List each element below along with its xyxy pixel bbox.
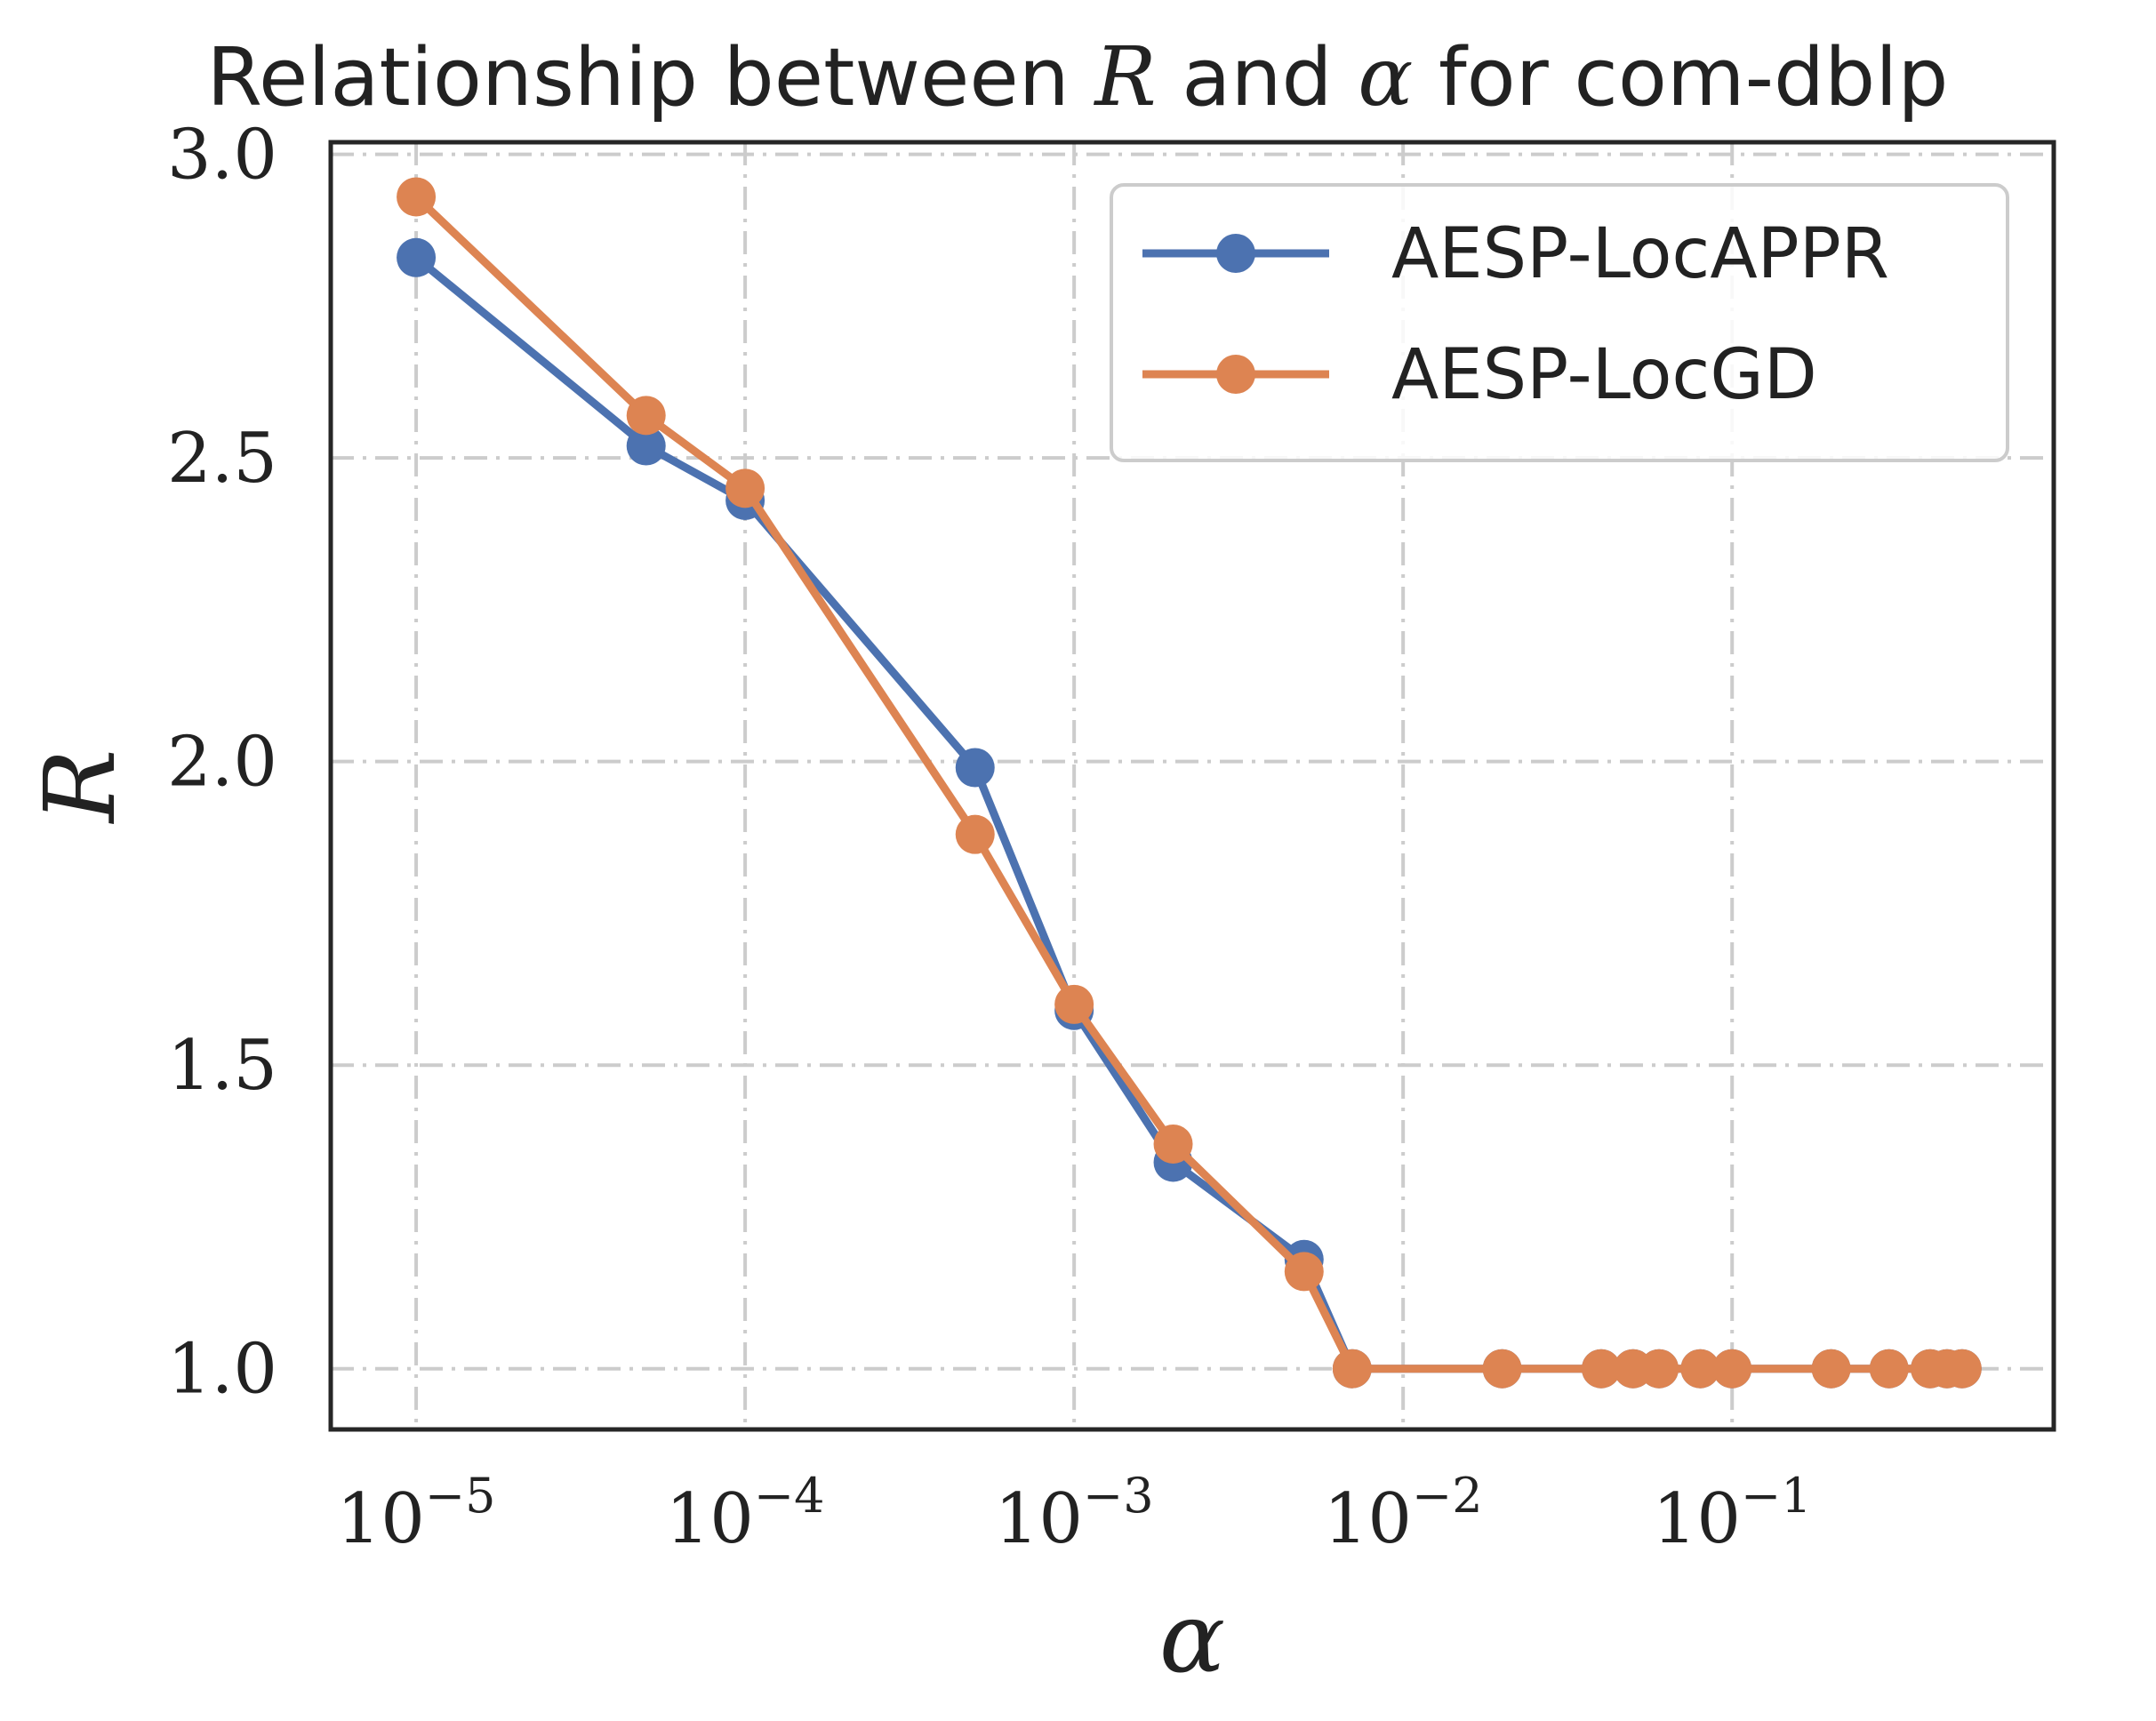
- title-text-1: Relationship between: [207, 31, 1095, 124]
- point-1-7: [1332, 1349, 1372, 1389]
- x-tick-label-4: 10−1: [1653, 1468, 1812, 1559]
- point-1-0: [397, 177, 437, 217]
- chart-title: Relationship between R and α for com-dbl…: [207, 29, 1949, 124]
- point-1-3: [955, 814, 995, 854]
- point-1-4: [1054, 984, 1094, 1024]
- title-math-alpha: α: [1358, 29, 1413, 124]
- point-1-18: [1942, 1349, 1982, 1389]
- series-1: [397, 177, 1982, 1389]
- legend: AESP-LocAPPR AESP-LocGD: [1110, 183, 2009, 462]
- point-1-2: [725, 468, 765, 508]
- y-tick-label-1: 1.5: [167, 1026, 277, 1106]
- point-1-6: [1284, 1252, 1324, 1292]
- y-tick-label-3: 2.5: [167, 419, 277, 499]
- point-1-8: [1482, 1349, 1522, 1389]
- title-math-r: R: [1093, 29, 1156, 124]
- point-1-11: [1639, 1349, 1679, 1389]
- y-tick-label-4: 3.0: [167, 116, 277, 196]
- legend-label-0: AESP-LocAPPR: [1391, 214, 1889, 294]
- point-0-3: [955, 748, 995, 788]
- point-1-5: [1153, 1124, 1193, 1164]
- point-1-12: [1680, 1349, 1720, 1389]
- point-1-15: [1869, 1349, 1909, 1389]
- y-tick-labels: 1.0 1.5 2.0 2.5 3.0: [167, 116, 277, 1410]
- x-tick-label-1: 10−4: [666, 1468, 825, 1559]
- y-tick-label-0: 1.0: [167, 1330, 277, 1410]
- legend-label-1: AESP-LocGD: [1391, 335, 1817, 415]
- legend-marker-0: [1216, 234, 1255, 273]
- x-tick-labels: 10−5 10−4 10−3 10−2 10−1: [337, 1468, 1812, 1559]
- point-1-14: [1811, 1349, 1851, 1389]
- y-axis-label: R: [23, 749, 137, 825]
- point-0-0: [397, 237, 437, 277]
- plot-frame: [328, 140, 2056, 1432]
- x-axis-label: α: [1159, 1581, 1225, 1694]
- point-1-9: [1581, 1349, 1621, 1389]
- title-text-3: for com-dblp: [1413, 31, 1948, 124]
- legend-marker-1: [1216, 355, 1255, 394]
- point-1-13: [1712, 1349, 1752, 1389]
- x-tick-label-2: 10−3: [995, 1468, 1154, 1559]
- title-text-2: and: [1157, 31, 1359, 124]
- legend-box: [1110, 183, 2009, 462]
- series-layer: [397, 177, 1982, 1389]
- x-tick-label-0: 10−5: [337, 1468, 496, 1559]
- x-tick-label-3: 10−2: [1324, 1468, 1483, 1559]
- y-tick-label-2: 2.0: [167, 723, 277, 803]
- point-1-1: [626, 396, 666, 436]
- point-0-1: [626, 426, 666, 466]
